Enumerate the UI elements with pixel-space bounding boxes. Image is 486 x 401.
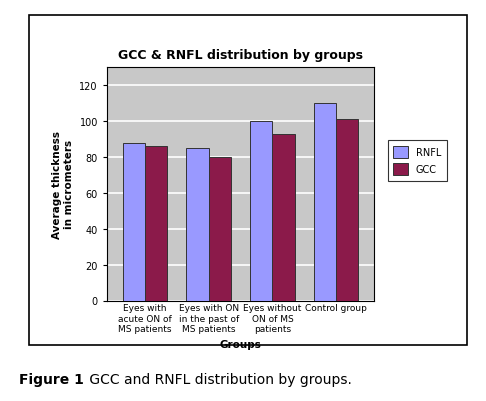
X-axis label: Groups: Groups (220, 339, 261, 349)
Text: Figure 1: Figure 1 (19, 372, 84, 386)
Bar (145, 147, 167, 301)
Legend: RNFL, GCC: RNFL, GCC (388, 141, 447, 181)
Text: GCC and RNFL distribution by groups.: GCC and RNFL distribution by groups. (85, 372, 352, 386)
Bar (336, 120, 358, 301)
Title: GCC & RNFL distribution by groups: GCC & RNFL distribution by groups (118, 49, 363, 61)
Y-axis label: Average thickness
in micrometers: Average thickness in micrometers (52, 131, 74, 238)
Bar (250, 122, 272, 301)
Bar (314, 104, 336, 301)
Bar (123, 143, 145, 301)
Bar (209, 158, 231, 301)
Bar (272, 134, 295, 301)
Bar (187, 149, 209, 301)
FancyBboxPatch shape (29, 16, 467, 345)
